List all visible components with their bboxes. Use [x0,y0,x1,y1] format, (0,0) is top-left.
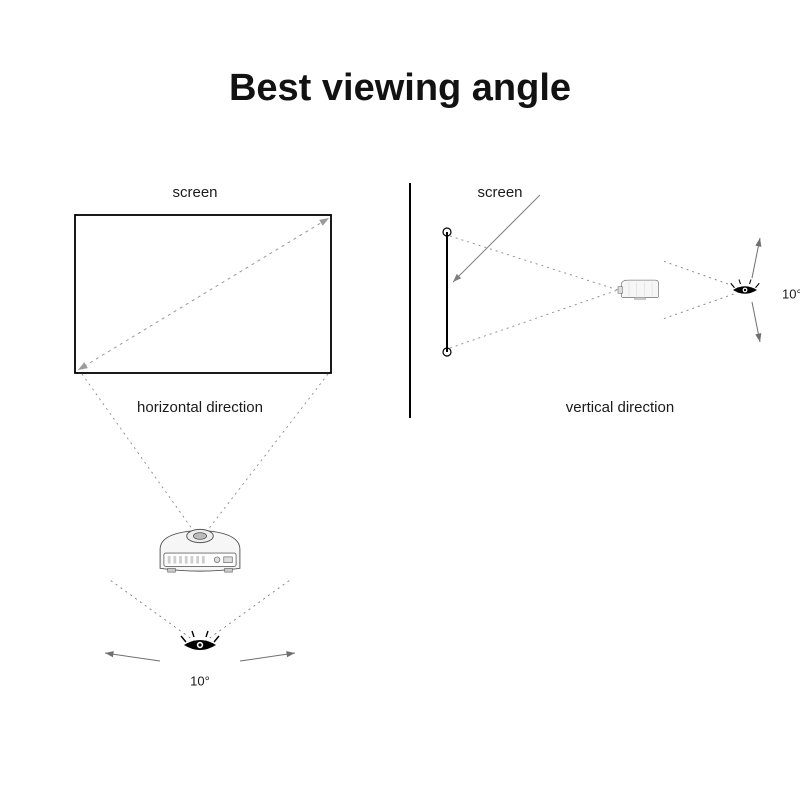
vertical-section: screen vertical direction 10° [443,184,800,416]
screen-rect [75,215,331,373]
right-screen-label: screen [477,184,522,201]
projector-side-icon [618,280,659,299]
projector-icon [160,529,240,572]
left-angle-label: 10° [190,673,210,688]
page-title: Best viewing angle [229,67,571,109]
horizontal-section: screen horizontal direction 10° [75,184,331,688]
left-direction-label: horizontal direction [137,399,263,416]
right-direction-label: vertical direction [566,399,674,416]
eye-icon [181,631,219,650]
eye-icon [731,280,760,294]
left-screen-label: screen [172,184,217,201]
right-angle-label: 10° [782,286,800,301]
